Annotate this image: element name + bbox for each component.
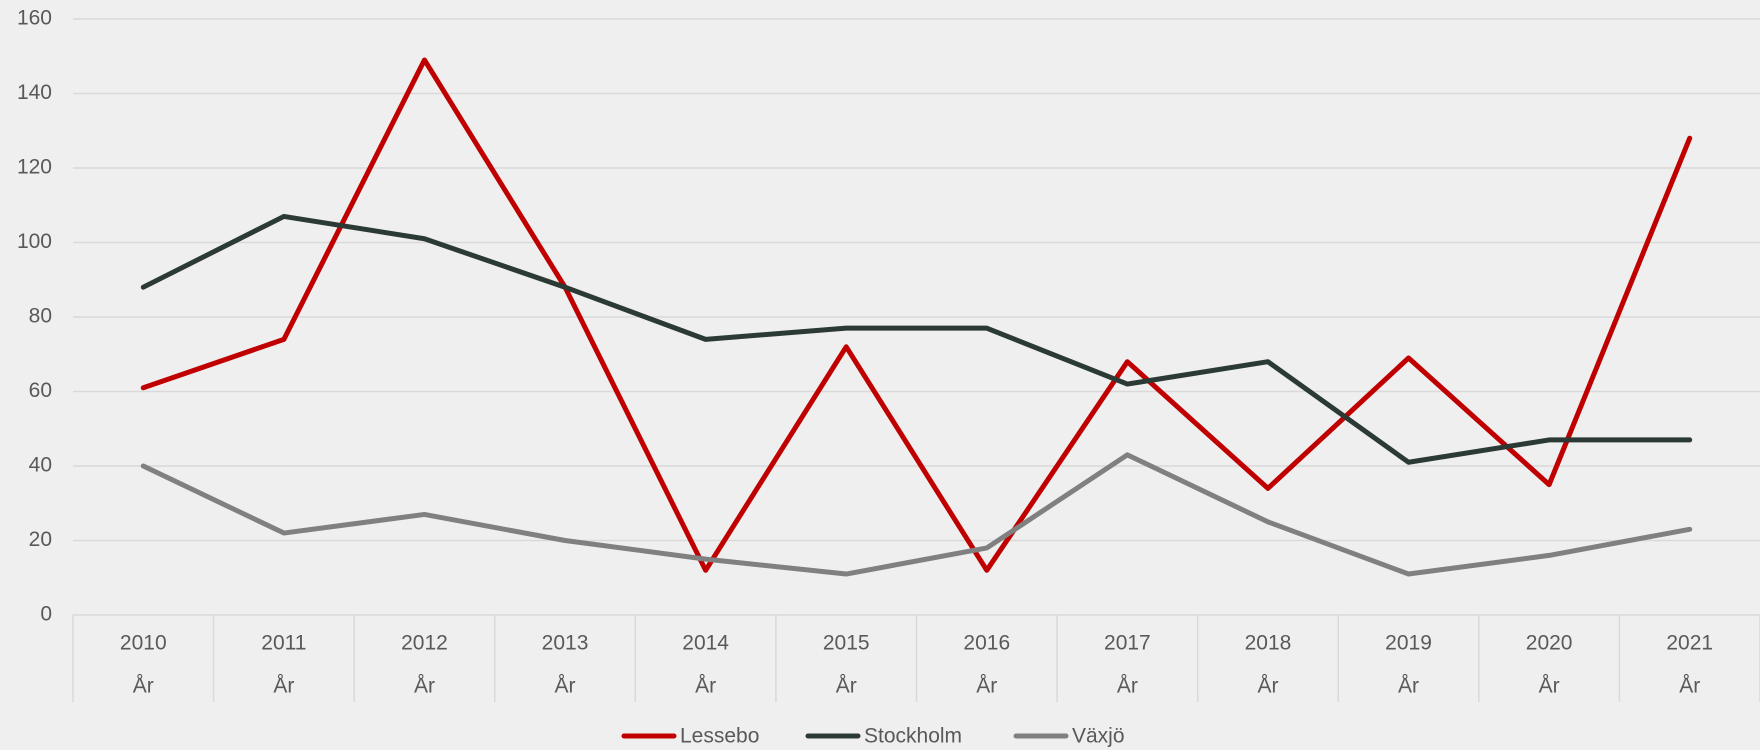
x-sublabel: År xyxy=(1257,675,1278,698)
x-tick-label: 2016 xyxy=(963,632,1010,655)
y-tick-label: 40 xyxy=(29,454,52,477)
x-sublabel: År xyxy=(133,675,154,698)
x-tick-label: 2019 xyxy=(1385,632,1432,655)
legend-label: Stockholm xyxy=(864,725,962,748)
y-tick-label: 100 xyxy=(17,230,52,253)
x-sublabel: År xyxy=(414,675,435,698)
x-sublabel: År xyxy=(1398,675,1419,698)
x-tick-label: 2020 xyxy=(1526,632,1573,655)
x-tick-label: 2015 xyxy=(823,632,870,655)
series-line xyxy=(140,213,1693,465)
x-sublabel: År xyxy=(273,675,294,698)
x-sublabel: År xyxy=(1539,675,1560,698)
series-line xyxy=(140,57,1693,573)
legend-label: Växjö xyxy=(1072,725,1125,748)
y-tick-label: 60 xyxy=(29,379,52,402)
y-tick-label: 80 xyxy=(29,305,52,328)
x-sublabel: År xyxy=(836,675,857,698)
x-sublabel: År xyxy=(1117,675,1138,698)
y-tick-label: 0 xyxy=(40,603,52,626)
series-line xyxy=(140,452,1693,577)
x-tick-label: 2012 xyxy=(401,632,448,655)
y-tick-label: 20 xyxy=(29,528,52,551)
x-tick-label: 2017 xyxy=(1104,632,1151,655)
x-tick-label: 2021 xyxy=(1666,632,1713,655)
x-sublabel: År xyxy=(976,675,997,698)
x-tick-label: 2018 xyxy=(1245,632,1292,655)
x-sublabel: År xyxy=(555,675,576,698)
y-tick-label: 160 xyxy=(17,7,52,30)
x-sublabel: År xyxy=(695,675,716,698)
y-tick-label: 140 xyxy=(17,81,52,104)
y-tick-label: 120 xyxy=(17,156,52,179)
x-tick-label: 2010 xyxy=(120,632,167,655)
x-tick-label: 2011 xyxy=(261,632,306,655)
x-sublabel: År xyxy=(1679,675,1700,698)
x-tick-label: 2013 xyxy=(542,632,589,655)
legend-label: Lessebo xyxy=(680,725,759,748)
x-tick-label: 2014 xyxy=(682,632,729,655)
